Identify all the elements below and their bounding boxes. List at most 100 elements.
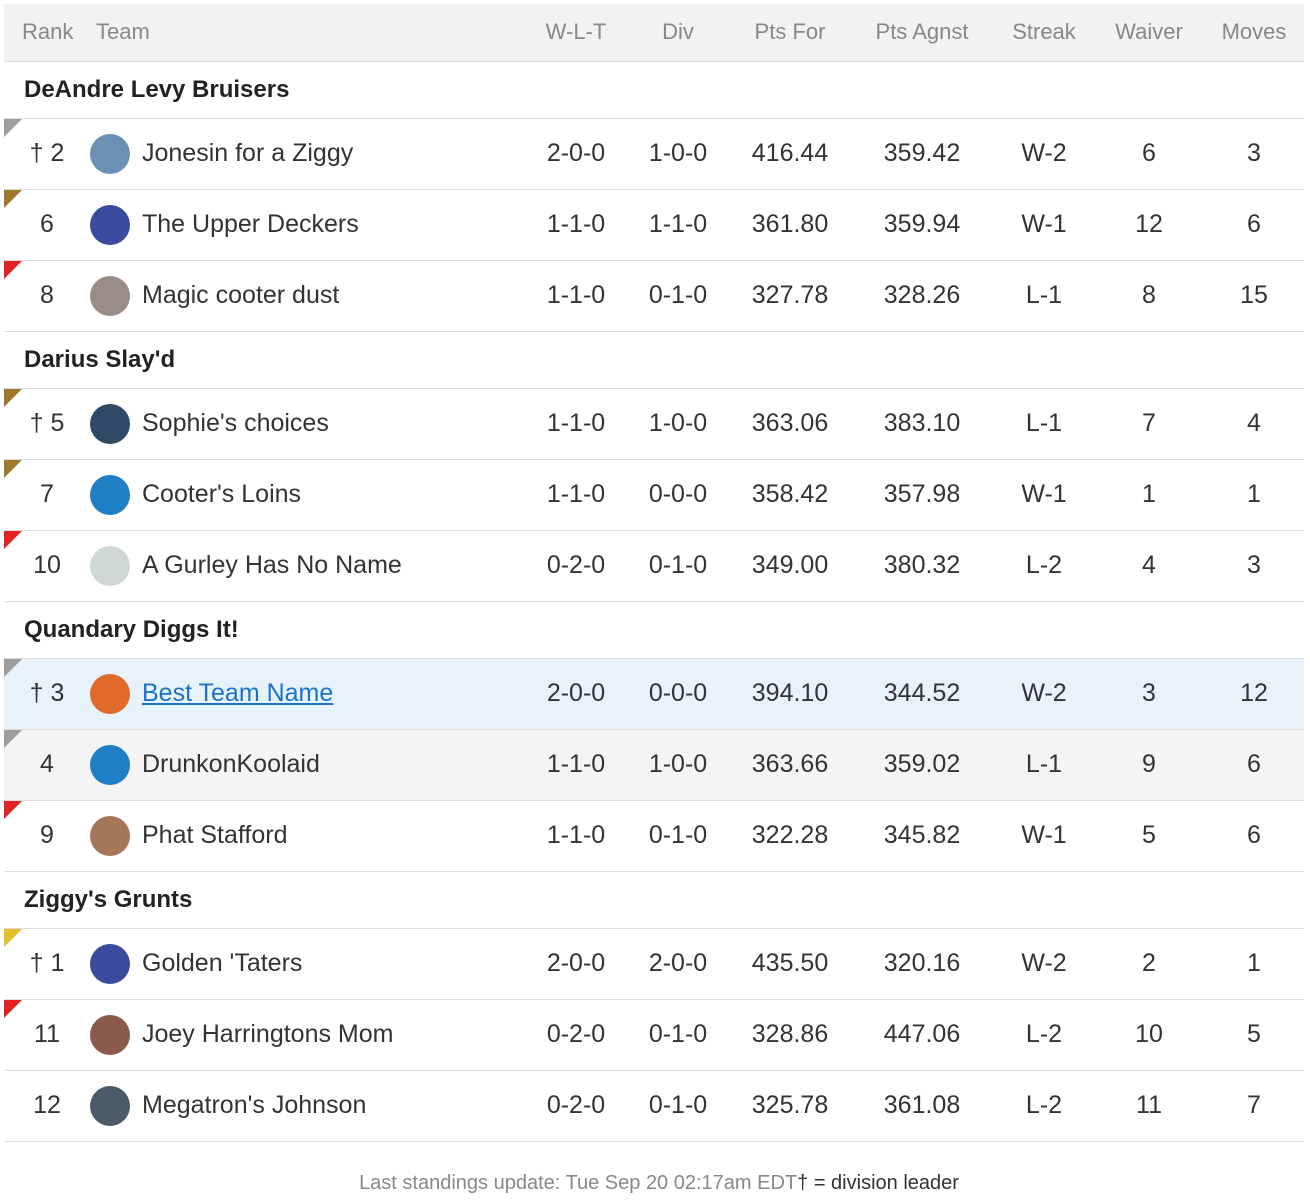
col-header-wlt[interactable]: W-L-T [545,19,607,45]
helmet-icon[interactable] [90,545,130,586]
helmet-icon[interactable] [90,673,130,714]
helmet-icon[interactable] [90,943,130,984]
table-row[interactable]: 11 Joey Harringtons Mom 0-2-0 0-1-0 328.86 44… [4,999,1304,1070]
rank-change-marker [4,530,22,549]
team-name-link[interactable]: Megatron's Johnson [142,1091,367,1119]
streak-cell: W-2 [1021,679,1067,707]
team-name-link[interactable]: A Gurley Has No Name [142,551,402,579]
moves-cell: 12 [1240,679,1268,707]
table-row[interactable]: † 3 Best Team Name 2-0-0 0-0-0 394.10 344.52 W… [4,658,1304,729]
streak-cell: W-1 [1021,821,1067,849]
col-header-waiver[interactable]: Waiver [1115,19,1183,45]
team-cell: Jonesin for a Ziggy [90,118,526,189]
division-name: Ziggy's Grunts [24,885,193,913]
moves-cell: 6 [1247,821,1261,849]
team-cell: Joey Harringtons Mom [90,999,526,1070]
team-name-link[interactable]: Sophie's choices [142,409,329,437]
team-name-link[interactable]: Cooter's Loins [142,480,302,508]
waiver-cell: 10 [1135,1020,1163,1048]
waiver-cell: 12 [1135,210,1163,238]
wlt-cell: 0-2-0 [546,551,606,579]
wlt-cell: 1-1-0 [546,210,606,238]
team-cell: Golden 'Taters [90,928,526,999]
wlt-cell: 0-2-0 [546,1091,606,1119]
wlt-cell: 2-0-0 [546,949,606,977]
avatar-photo-icon[interactable] [90,1085,130,1126]
avatar-photo-icon[interactable] [90,815,130,856]
streak-cell: W-1 [1021,480,1067,508]
div-cell: 0-0-0 [648,679,708,707]
team-name-link[interactable]: Joey Harringtons Mom [142,1020,394,1048]
table-row[interactable]: † 2 Jonesin for a Ziggy 2-0-0 1-0-0 416.44 35… [4,118,1304,189]
rank-cell: † 2 [4,118,90,189]
pts-for-cell: 325.78 [751,1091,829,1119]
division-header: Ziggy's Grunts [4,871,1304,928]
team-cell: A Gurley Has No Name [90,530,526,601]
moves-cell: 15 [1240,281,1268,309]
rank-cell: 6 [4,189,90,260]
col-header-pts-for[interactable]: Pts For [754,19,826,45]
helmet-icon[interactable] [90,204,130,245]
table-row[interactable]: 12 Megatron's Johnson 0-2-0 0-1-0 325.78 361.… [4,1070,1304,1141]
table-row[interactable]: 8 Magic cooter dust 1-1-0 0-1-0 327.78 328.26… [4,260,1304,331]
table-row[interactable]: 6 The Upper Deckers 1-1-0 1-1-0 361.80 359.94… [4,189,1304,260]
team-name-link[interactable]: Jonesin for a Ziggy [142,139,354,167]
team-name-link[interactable]: DrunkonKoolaid [142,750,320,778]
division-name: Darius Slay'd [24,345,176,373]
moves-cell: 1 [1247,480,1261,508]
rank-value: 9 [40,821,54,849]
wlt-cell: 2-0-0 [546,679,606,707]
wlt-cell: 0-2-0 [546,1020,606,1048]
table-row[interactable]: 7 Cooter's Loins 1-1-0 0-0-0 358.42 357.98 W-1… [4,459,1304,530]
rank-value: 4 [40,750,54,778]
team-name-link[interactable]: Phat Stafford [142,821,288,849]
rank-value: 11 [34,1020,60,1048]
pts-agnst-cell: 361.08 [883,1091,961,1119]
lion-icon[interactable] [90,474,130,515]
team-name-link[interactable]: Best Team Name [142,679,334,707]
last-update-text: Last standings update: Tue Sep 20 02:17a… [359,1172,798,1194]
col-header-rank[interactable]: Rank [22,19,74,45]
avatar-photo-icon[interactable] [90,275,130,316]
moves-cell: 3 [1247,139,1261,167]
jersey-icon[interactable] [90,133,130,174]
rank-cell: 4 [4,729,90,800]
team-cell: Megatron's Johnson [90,1070,526,1141]
avatar-photo-icon[interactable] [90,1014,130,1055]
division-header: DeAndre Levy Bruisers [4,61,1304,118]
team-cell: The Upper Deckers [90,189,526,260]
table-row[interactable]: † 5 Sophie's choices 1-1-0 1-0-0 363.06 383.1… [4,388,1304,459]
team-name-link[interactable]: Magic cooter dust [142,281,340,309]
rank-value: 10 [33,551,61,579]
col-header-pts-agnst[interactable]: Pts Agnst [875,19,969,45]
col-header-moves[interactable]: Moves [1221,19,1287,45]
team-cell: Magic cooter dust [90,260,526,331]
rank-change-marker [4,189,22,208]
wlt-cell: 1-1-0 [546,409,606,437]
div-cell: 0-0-0 [648,480,708,508]
waiver-cell: 3 [1142,679,1156,707]
col-header-team[interactable]: Team [96,19,150,45]
table-row[interactable]: 4 DrunkonKoolaid 1-1-0 1-0-0 363.66 359.02 L-1… [4,729,1304,800]
pts-for-cell: 328.86 [751,1020,829,1048]
pts-for-cell: 435.50 [751,949,829,977]
div-cell: 2-0-0 [648,949,708,977]
table-row[interactable]: 10 A Gurley Has No Name 0-2-0 0-1-0 349.00 38… [4,530,1304,601]
pts-agnst-cell: 359.42 [883,139,961,167]
waiver-cell: 6 [1142,139,1156,167]
rank-cell: † 1 [4,928,90,999]
badge-icon[interactable] [90,403,130,444]
col-header-div[interactable]: Div [662,19,694,45]
table-row[interactable]: 9 Phat Stafford 1-1-0 0-1-0 322.28 345.82 W-1 5… [4,800,1304,871]
pts-for-cell: 358.42 [751,480,829,508]
col-header-streak[interactable]: Streak [1012,19,1076,45]
division-leader-legend: † = division leader [797,1172,959,1194]
table-row[interactable]: † 1 Golden 'Taters 2-0-0 2-0-0 435.50 320.16 W… [4,928,1304,999]
rank-cell: 11 [4,999,90,1070]
team-name-link[interactable]: The Upper Deckers [142,210,359,238]
rank-change-marker [4,388,22,407]
rank-change-marker [4,658,22,677]
team-name-link[interactable]: Golden 'Taters [142,949,303,977]
lion-icon[interactable] [90,744,130,785]
div-cell: 0-1-0 [648,821,708,849]
